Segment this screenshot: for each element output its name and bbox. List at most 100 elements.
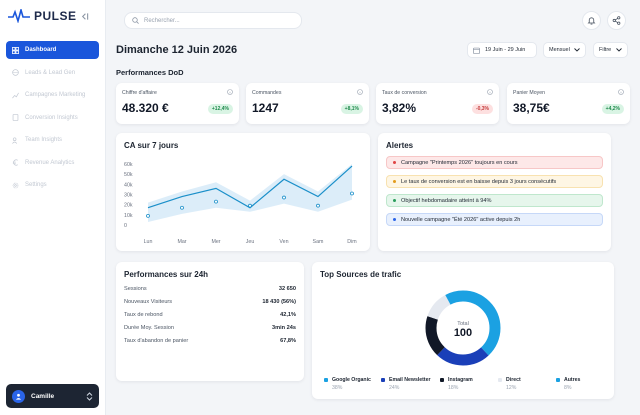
pulse-logo-icon	[8, 9, 30, 23]
info-icon[interactable]	[487, 89, 493, 95]
perf24-title: Performances sur 24h	[124, 270, 209, 279]
share-button[interactable]	[607, 11, 626, 30]
kpi-delta-badge: +4,2%	[601, 104, 624, 114]
document-icon	[12, 114, 19, 121]
sidebar-item-label: Team Insights	[25, 137, 63, 143]
calendar-icon	[473, 47, 480, 54]
chart-y-tick-label: 50k	[124, 172, 133, 178]
kpi-card-basket: Panier Moyen 38,75€ +4,2%	[507, 83, 630, 124]
perf-value: 32 650	[278, 286, 296, 292]
filter-label: Filtre	[599, 47, 612, 53]
chart-point	[282, 195, 286, 200]
chart-x-tick-label: Dim	[347, 239, 357, 245]
alert-dot-icon	[393, 161, 396, 164]
info-icon[interactable]	[357, 89, 363, 95]
sidebar-item-team[interactable]: Team Insights	[6, 131, 99, 149]
sidebar-item-label: Dashboard	[25, 47, 57, 53]
kpi-card-orders: Commandes 1247 +8,1%	[246, 83, 369, 124]
alert-text: Objectif hebdomadaire atteint à 94%	[401, 197, 492, 204]
alert-text: Le taux de conversion est en baisse depu…	[401, 178, 557, 185]
info-icon[interactable]	[618, 89, 624, 95]
legend-swatch	[324, 378, 328, 382]
search-placeholder: Rechercher...	[144, 17, 180, 24]
legend-swatch	[556, 378, 560, 382]
donut-slice[interactable]	[425, 290, 501, 366]
chart-y-tick-label: 10k	[124, 213, 133, 219]
legend-swatch	[440, 378, 444, 382]
legend-item: Email Newsletter 24%	[381, 377, 431, 391]
kpi-delta-badge: +8,1%	[340, 104, 363, 114]
chart-point	[350, 191, 354, 196]
collapse-sidebar-icon[interactable]	[80, 12, 89, 21]
legend-name: Google Organic	[332, 377, 371, 383]
sidebar-item-revenue[interactable]: Revenue Analytics	[6, 154, 99, 172]
donut-slice[interactable]	[425, 290, 501, 366]
chart-y-tick-label: 30k	[124, 193, 133, 199]
sidebar-item-label: Settings	[25, 182, 47, 188]
date-range-picker[interactable]: 19 Juin - 29 Juin	[467, 42, 537, 58]
perf-label: Taux de rebond	[124, 312, 163, 318]
alert-item[interactable]: Le taux de conversion est en baisse depu…	[386, 175, 603, 188]
traffic-card: Top Sources de trafic Total 100	[312, 262, 614, 399]
donut-slice[interactable]	[425, 290, 501, 366]
legend-swatch	[381, 378, 385, 382]
search-input[interactable]: Rechercher...	[124, 12, 302, 29]
page-title: Dimanche 12 Juin 2026	[116, 44, 238, 56]
kpi-value: 48.320 €	[122, 101, 169, 115]
sidebar-item-dashboard[interactable]: Dashboard	[6, 41, 99, 59]
sidebar-item-conversion[interactable]: Conversion Insights	[6, 109, 99, 127]
sidebar-item-leads[interactable]: Leads & Lead Gen	[6, 64, 99, 82]
bell-icon	[587, 17, 596, 25]
chart-x-tick-label: Jeu	[246, 239, 255, 245]
perf-value: 3min 24s	[272, 325, 296, 331]
kpi-value: 38,75€	[513, 101, 550, 115]
chart-point	[316, 203, 320, 208]
legend-name: Instagram	[448, 377, 473, 383]
kpi-label: Taux de conversion	[382, 90, 427, 96]
chevron-down-icon	[574, 48, 580, 52]
sidebar: PULSE Dashboard Leads & Lead Gen Campagn…	[0, 0, 106, 415]
perf-row: Taux de rebond 42,1%	[124, 312, 296, 318]
chart-y-tick-label: 20k	[124, 203, 133, 209]
info-icon[interactable]	[227, 89, 233, 95]
perf24-card: Performances sur 24h Sessions 32 650 Nouve…	[116, 262, 304, 381]
sidebar-item-label: Campagnes Marketing	[25, 92, 86, 98]
alert-item[interactable]: Campagne "Printemps 2026" toujours en co…	[386, 156, 603, 169]
period-select[interactable]: Mensuel	[543, 42, 586, 58]
chart-y-tick-label: 60k	[124, 162, 133, 168]
revenue-line-chart: 0 10k 20k 30k 40k 50k 60k Lun Mar Mer Jeu Ven Sam Dim	[124, 162, 357, 245]
filter-select[interactable]: Filtre	[593, 42, 628, 58]
chart-y-tick-label: 40k	[124, 182, 133, 188]
legend-item: Direct 12%	[498, 377, 521, 391]
alert-item[interactable]: Nouvelle campagne "Été 2026" active depu…	[386, 213, 603, 226]
chart-y-tick-label: 0	[124, 223, 127, 229]
chart-point	[146, 213, 150, 218]
user-menu[interactable]: Camille	[6, 384, 99, 408]
perf-label: Taux d'abandon de panier	[124, 338, 189, 344]
chart-x-tick-label: Ven	[279, 239, 288, 245]
kpi-section-title: Performances DoD	[116, 68, 184, 77]
users-icon	[12, 136, 18, 144]
euro-icon	[12, 159, 18, 166]
user-name: Camille	[31, 392, 55, 400]
notifications-button[interactable]	[582, 11, 601, 30]
chart-x-tick-label: Lun	[144, 239, 153, 245]
kpi-label: Chiffre d'affaire	[122, 90, 157, 96]
kpi-value: 3,82%	[382, 101, 417, 115]
alert-text: Campagne "Printemps 2026" toujours en co…	[401, 159, 518, 166]
chevron-updown-icon	[86, 391, 93, 401]
kpi-label: Panier Moyen	[513, 90, 546, 96]
legend-item: Autres 8%	[556, 377, 580, 391]
revenue-chart-card: CA sur 7 jours 0 10k 20k 30k 40k 50k 60k Lun Mar…	[116, 133, 370, 251]
alert-item[interactable]: Objectif hebdomadaire atteint à 94%	[386, 194, 603, 207]
share-icon	[612, 16, 621, 25]
sidebar-item-campagnes[interactable]: Campagnes Marketing	[6, 86, 99, 104]
donut-total-value: 100	[454, 327, 472, 339]
perf-row: Nouveaux Visiteurs 18 430 (56%)	[124, 299, 296, 305]
kpi-delta-badge: -0,3%	[471, 104, 493, 114]
chart-band-area	[148, 164, 352, 222]
sidebar-item-settings[interactable]: Settings	[6, 176, 99, 194]
perf-value: 67,8%	[280, 338, 296, 344]
chart-point	[214, 199, 218, 204]
